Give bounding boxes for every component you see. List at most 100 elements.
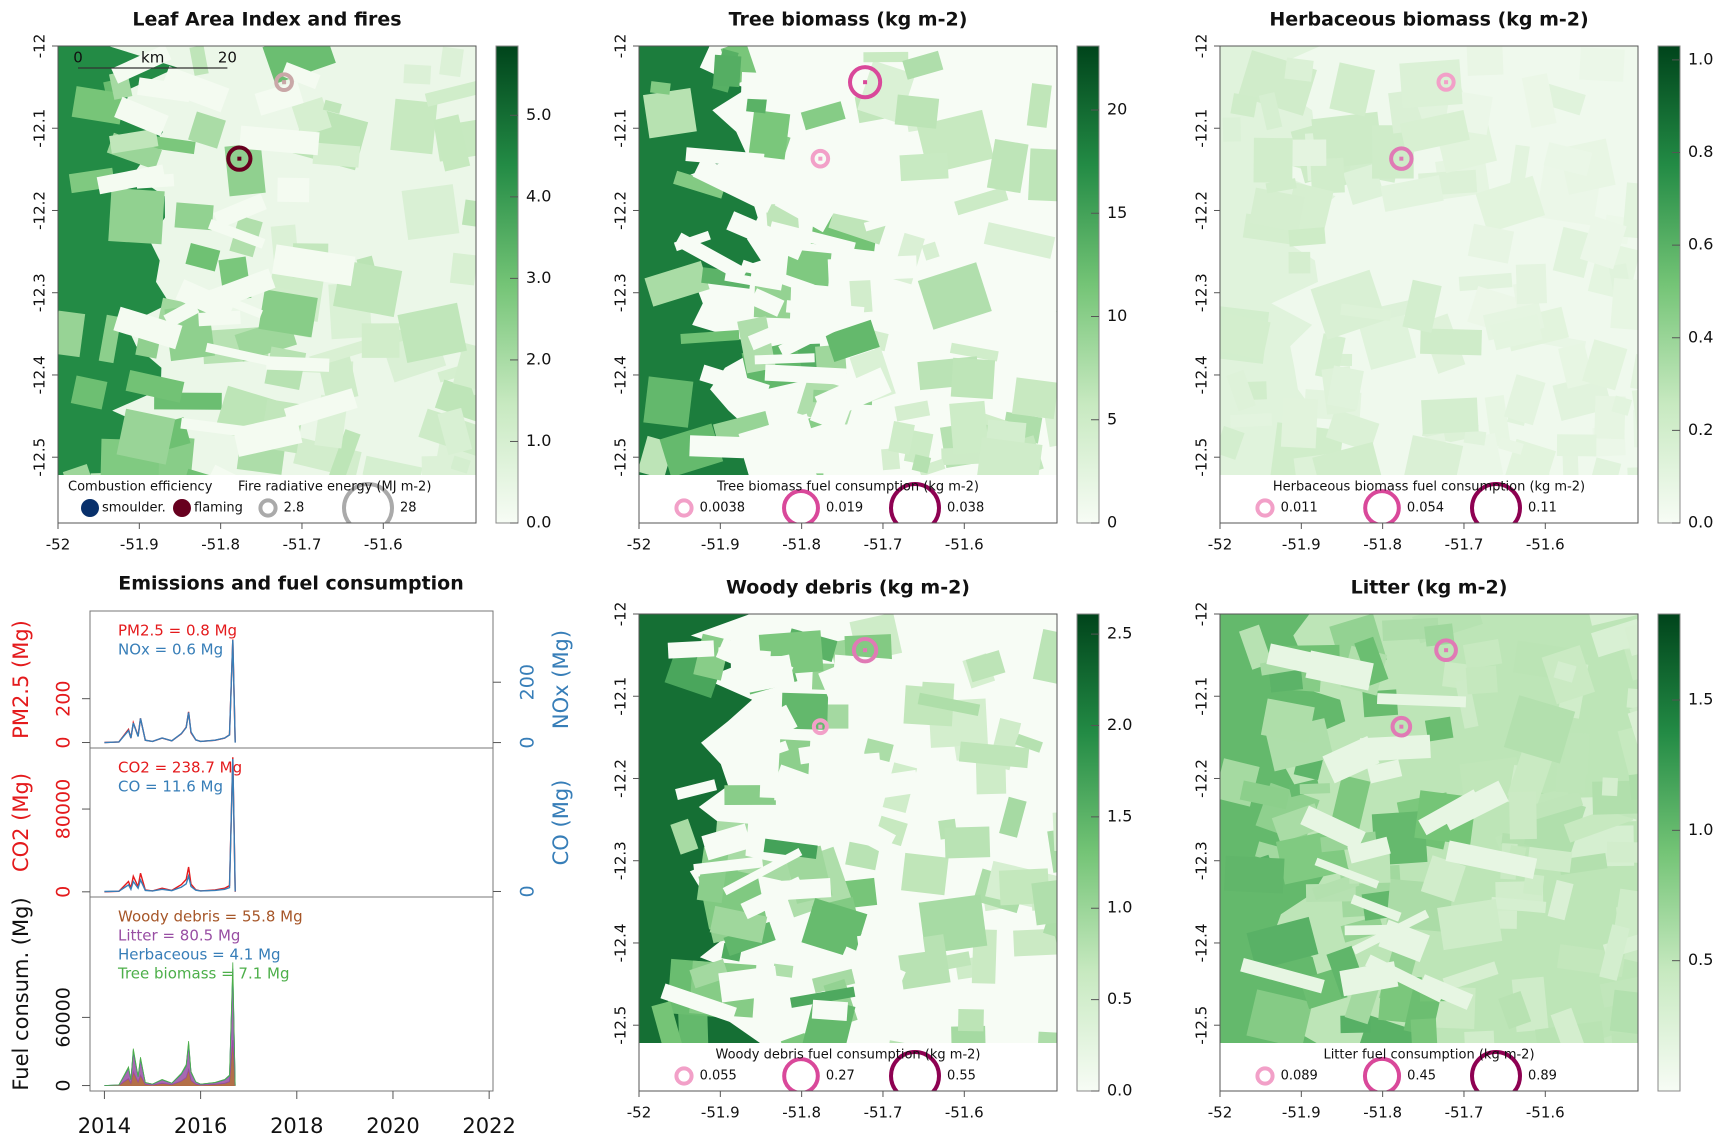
colorbar <box>496 46 518 523</box>
raster-cell <box>1579 47 1625 82</box>
colorbar-tick-label: 0.4 <box>1688 327 1713 346</box>
colorbar-tick-label: 0 <box>1107 513 1117 532</box>
y-tick-label: 60000 <box>53 987 75 1047</box>
raster-cell <box>1300 783 1331 794</box>
map-panel <box>1214 45 1687 532</box>
y-tick-label: -12.2 <box>1193 759 1211 798</box>
raster-cell <box>1421 397 1479 434</box>
series-label: Woody debris = 55.8 Mg <box>118 908 303 926</box>
colorbar-tick-label: 2.0 <box>526 349 551 368</box>
raster-cell <box>362 323 400 358</box>
y-tick-label: -12.1 <box>612 109 630 148</box>
x-tick-label: -52 <box>627 536 652 554</box>
colorbar <box>1077 614 1099 1091</box>
raster-cell <box>976 761 1006 795</box>
series-label: Herbaceous = 4.1 Mg <box>118 946 281 964</box>
legend-label: flaming <box>194 501 243 516</box>
legend-label: 28 <box>400 501 417 516</box>
y-tick-label: -12 <box>1193 602 1211 627</box>
raster-cell <box>174 202 213 230</box>
x-tick-label: 2016 <box>174 1114 227 1138</box>
y-tick-label: -12.1 <box>612 677 630 716</box>
legend-label: 0.27 <box>826 1069 855 1084</box>
x-tick-label: -52 <box>46 536 71 554</box>
colorbar-tick-label: 0.6 <box>1688 235 1713 254</box>
colorbar-tick-label: 0.0 <box>526 513 551 532</box>
y-tick-label: -12.3 <box>612 841 630 880</box>
legend-title: Fire radiative energy (MJ m-2) <box>238 480 431 495</box>
x-tick-label: -51.6 <box>1526 536 1565 554</box>
legend-title: Herbaceous biomass fuel consumption (kg … <box>1273 480 1585 495</box>
raster-cell <box>1437 899 1502 950</box>
raster-cell <box>1557 434 1597 456</box>
legend-swatch <box>81 499 99 517</box>
raster-cell <box>1516 264 1547 304</box>
y2-tick-label: 0 <box>517 885 539 897</box>
y-tick-label: -12.3 <box>1193 273 1211 312</box>
colorbar-tick-label: 0.5 <box>1107 989 1132 1008</box>
legend-swatch <box>173 499 191 517</box>
raster-cell <box>1592 780 1650 814</box>
y-tick-label: 0 <box>53 1080 75 1092</box>
raster-cell <box>1284 58 1313 82</box>
y-axis-label: CO2 (Mg) <box>9 773 33 872</box>
x-tick-label: -51.8 <box>1363 1104 1402 1122</box>
y-tick-label: -12.5 <box>612 1006 630 1045</box>
raster-cell <box>1602 777 1618 796</box>
y2-tick-label: 200 <box>517 664 539 700</box>
colorbar-tick-label: 15 <box>1107 203 1127 222</box>
y-tick-label: -12 <box>31 34 49 59</box>
fire-pixel <box>1444 80 1448 84</box>
raster-cell <box>439 47 464 77</box>
raster-cell <box>313 143 361 168</box>
legend-label: 0.55 <box>947 1069 976 1084</box>
x-tick-label: -51.6 <box>364 536 403 554</box>
raster-cell <box>1289 252 1311 274</box>
legend-label: 0.055 <box>700 1069 737 1084</box>
raster-cell <box>1054 876 1079 913</box>
y2-axis-label: CO (Mg) <box>549 780 573 866</box>
legend-label: 0.011 <box>1281 501 1318 516</box>
x-tick-label: -52 <box>1208 536 1233 554</box>
scale-label: km <box>141 49 164 67</box>
colorbar-tick-label: 10 <box>1107 306 1127 325</box>
raster-cell <box>650 81 671 95</box>
y-tick-label: -12.2 <box>612 191 630 230</box>
raster-cell <box>450 253 478 286</box>
x-tick-label: -51.8 <box>201 536 240 554</box>
x-tick-label: -51.7 <box>283 536 322 554</box>
colorbar-tick-label: 0.5 <box>1688 950 1713 969</box>
figure: Combustion efficiencysmoulder.flamingFir… <box>0 0 1724 1140</box>
colorbar-tick-label: 1.0 <box>1688 820 1713 839</box>
y-tick-label: -12 <box>1193 34 1211 59</box>
raster-cell <box>1012 377 1059 419</box>
y-tick-label: -12.2 <box>612 759 630 798</box>
raster-clearing <box>1360 735 1431 762</box>
map-panel <box>1214 597 1692 1100</box>
colorbar-tick-label: 1.0 <box>526 431 551 450</box>
raster-cell <box>713 55 741 87</box>
colorbar-tick-label: 1.0 <box>1688 49 1713 68</box>
series-label: CO = 11.6 Mg <box>118 778 223 796</box>
raster-cell <box>462 200 484 228</box>
legend-title: Woody debris fuel consumption (kg m-2) <box>716 1048 981 1063</box>
y-tick-label: -12.5 <box>612 438 630 477</box>
y-tick-label: 200 <box>53 681 75 717</box>
colorbar-tick-label: 20 <box>1107 100 1127 119</box>
x-tick-label: -51.9 <box>701 1104 740 1122</box>
y-tick-label: -12.4 <box>31 356 49 395</box>
legend-label: 0.019 <box>826 501 863 516</box>
y-tick-label: -12 <box>612 34 630 59</box>
raster-cell <box>945 826 991 858</box>
raster-cell <box>749 110 791 160</box>
raster-cell <box>895 95 940 129</box>
colorbar-tick-label: 0.0 <box>1107 1081 1132 1100</box>
raster-cell <box>863 52 908 62</box>
y-tick-label: -12.5 <box>31 438 49 477</box>
legend-label: 0.0038 <box>700 501 746 516</box>
x-tick-label: -51.8 <box>782 1104 821 1122</box>
raster-cell <box>390 99 437 155</box>
legend-label: 0.038 <box>947 501 984 516</box>
x-tick-label: -51.6 <box>945 536 984 554</box>
stacked-area <box>104 972 235 1086</box>
